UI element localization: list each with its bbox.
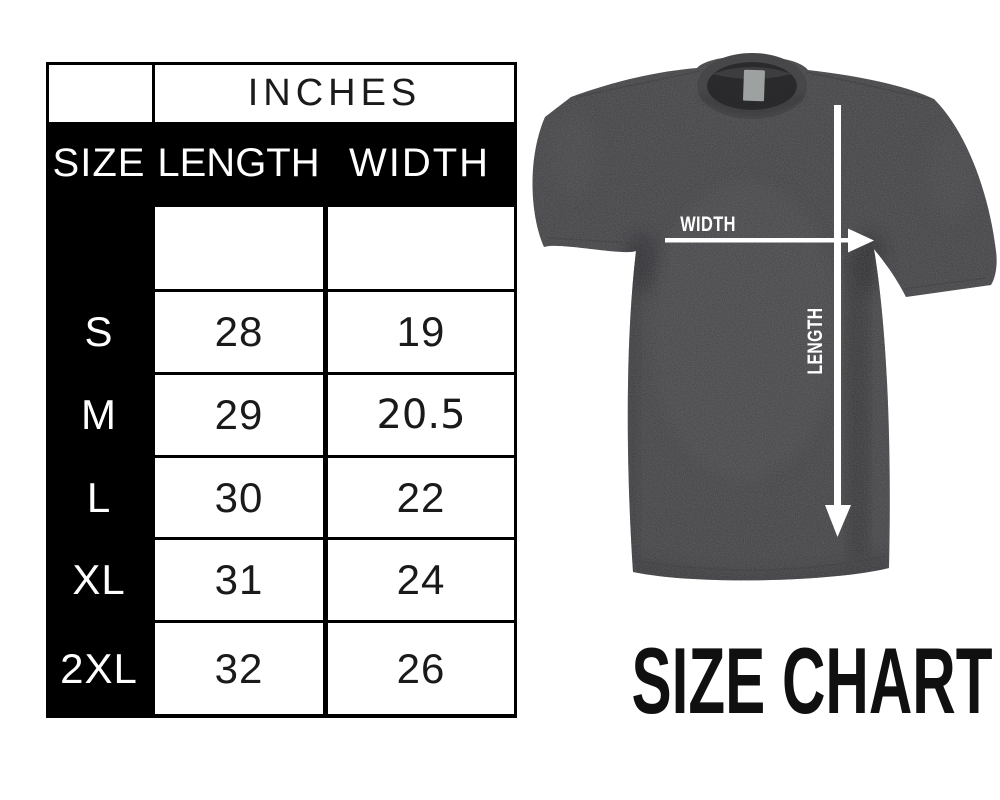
table-corner-cell bbox=[49, 65, 152, 122]
blank-cell-length bbox=[155, 207, 323, 289]
column-header-size: SIZE bbox=[52, 140, 146, 185]
width-value-m: 20.5 bbox=[328, 375, 514, 455]
length-arrow-label: LENGTH bbox=[803, 308, 827, 375]
tshirt-diagram: WIDTH LENGTH bbox=[532, 53, 997, 581]
size-label-l: L bbox=[86, 473, 112, 521]
length-arrow bbox=[825, 105, 851, 537]
size-label-xl: XL bbox=[72, 556, 126, 603]
size-label-s: S bbox=[84, 308, 114, 355]
column-header-width: WIDTH bbox=[348, 140, 491, 185]
tshirt-collar bbox=[697, 53, 808, 119]
blank-cell-width bbox=[328, 207, 514, 289]
size-label-2xl: 2XL bbox=[60, 644, 138, 692]
neck-tag bbox=[742, 69, 765, 102]
size-label-m: M bbox=[81, 391, 117, 438]
width-value-2xl: 26 bbox=[328, 623, 514, 714]
column-header-length: LENGTH bbox=[157, 140, 320, 185]
width-arrow bbox=[665, 228, 874, 253]
table-unit-header: INCHES bbox=[155, 65, 514, 122]
width-value-l: 22 bbox=[328, 458, 514, 537]
size-table: INCHES SIZE LENGTH WIDTH S 28 19 M 29 20… bbox=[46, 62, 517, 718]
width-value-s: 19 bbox=[328, 292, 514, 372]
size-chart-title: SIZE CHART bbox=[631, 628, 993, 733]
length-value-l: 30 bbox=[155, 458, 323, 537]
length-value-2xl: 32 bbox=[155, 623, 323, 714]
length-value-m: 29 bbox=[155, 375, 323, 455]
width-arrow-label: WIDTH bbox=[680, 212, 736, 235]
length-value-s: 28 bbox=[155, 292, 323, 372]
width-value-xl: 24 bbox=[328, 540, 514, 620]
length-value-xl: 31 bbox=[155, 540, 323, 620]
